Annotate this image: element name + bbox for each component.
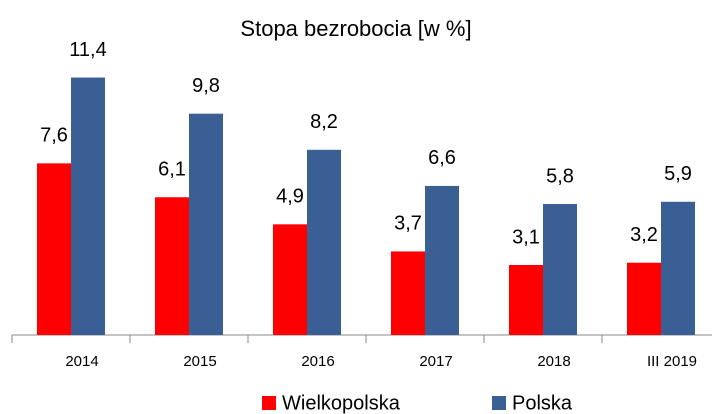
legend-swatch (262, 396, 276, 410)
data-label: 6,6 (428, 147, 456, 169)
bar (627, 262, 661, 335)
x-tick-label: 2014 (65, 353, 98, 370)
bar (307, 149, 341, 335)
bar (155, 197, 189, 335)
bar (661, 201, 695, 335)
data-label: 7,6 (40, 125, 68, 147)
data-label: 4,9 (276, 186, 304, 208)
data-label: 3,7 (394, 213, 422, 235)
data-label: 5,8 (546, 165, 574, 187)
x-tick-label: 2018 (537, 353, 570, 370)
bar (509, 264, 543, 335)
x-tick-label: 2017 (419, 353, 452, 370)
bar (71, 77, 105, 336)
chart-title: Stopa bezrobocia [w %] (240, 16, 471, 41)
bar (273, 224, 307, 335)
data-label: 6,1 (158, 159, 186, 181)
x-tick-label: 2015 (183, 353, 216, 370)
data-label: 3,1 (512, 226, 540, 248)
data-label: 8,2 (310, 111, 338, 133)
bar (543, 204, 577, 335)
data-label: 3,2 (630, 224, 658, 246)
bar (37, 163, 71, 335)
x-tick-label: 2016 (301, 353, 334, 370)
data-label: 11,4 (69, 39, 106, 61)
bar (391, 251, 425, 335)
data-label: 9,8 (192, 75, 220, 97)
bar (425, 185, 459, 335)
legend-label: Wielkopolska (282, 392, 401, 414)
data-label: 5,9 (664, 163, 692, 185)
legend-swatch (492, 396, 506, 410)
x-tick-label: III 2019 (647, 353, 697, 370)
bar (189, 113, 223, 335)
legend-label: Polska (512, 392, 573, 414)
